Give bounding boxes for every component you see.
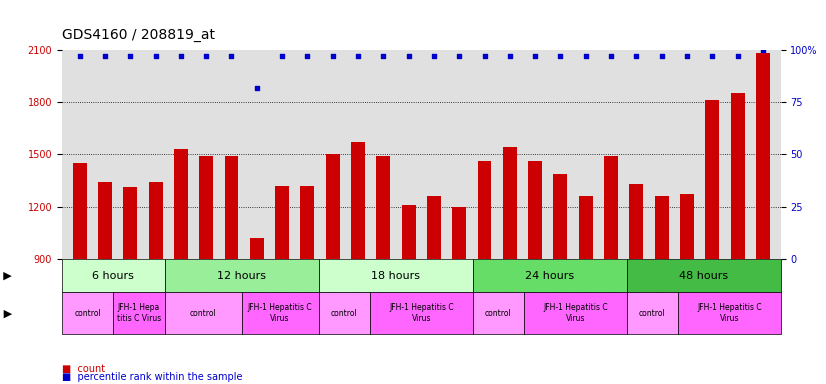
Point (655, 53, 668, 59)
Bar (301, 186, 315, 384)
Text: GDS4160 / 208819_at: GDS4160 / 208819_at (62, 28, 215, 42)
Point (377, 53, 390, 59)
Bar (627, 292, 678, 334)
Text: 18 hours: 18 hours (371, 271, 420, 281)
Bar (98, 182, 112, 384)
Bar (319, 292, 370, 334)
Bar (241, 292, 319, 334)
Bar (629, 184, 643, 384)
Text: 12 hours: 12 hours (217, 271, 266, 281)
Point (276, 53, 289, 59)
Bar (275, 186, 289, 384)
Bar (325, 154, 339, 384)
Point (731, 53, 744, 59)
Bar (705, 100, 719, 384)
Point (351, 53, 364, 59)
Bar (756, 53, 770, 384)
Point (681, 53, 694, 59)
Point (579, 53, 592, 59)
Point (250, 84, 263, 91)
Text: control: control (485, 309, 511, 318)
Text: ■  percentile rank within the sample: ■ percentile rank within the sample (62, 372, 243, 382)
Text: ■  count: ■ count (62, 364, 105, 374)
Text: infection  ▶: infection ▶ (0, 308, 12, 318)
Point (427, 53, 440, 59)
Point (326, 53, 339, 59)
Bar (627, 259, 781, 292)
Point (225, 53, 238, 59)
Bar (453, 207, 466, 384)
Bar (149, 182, 163, 384)
Bar (553, 174, 567, 384)
Point (73, 53, 86, 59)
Text: 24 hours: 24 hours (525, 271, 574, 281)
Point (629, 53, 643, 59)
Point (402, 53, 415, 59)
Point (705, 53, 719, 59)
Bar (370, 292, 472, 334)
Text: 48 hours: 48 hours (679, 271, 729, 281)
Bar (164, 259, 319, 292)
Text: JFH-1 Hepatitis C
Virus: JFH-1 Hepatitis C Virus (389, 303, 453, 323)
Bar (730, 93, 744, 384)
Text: time  ▶: time ▶ (0, 271, 12, 281)
Bar (472, 292, 524, 334)
Bar (225, 156, 239, 384)
Point (478, 53, 491, 59)
Text: control: control (331, 309, 358, 318)
Bar (678, 292, 781, 334)
Point (174, 53, 188, 59)
Bar (319, 259, 472, 292)
Text: JFH-1 Hepatitis C
Virus: JFH-1 Hepatitis C Virus (697, 303, 762, 323)
Point (529, 53, 542, 59)
Bar (604, 156, 618, 384)
Bar (680, 194, 694, 384)
Point (503, 53, 516, 59)
Text: JFH-1 Hepa
titis C Virus: JFH-1 Hepa titis C Virus (116, 303, 161, 323)
Bar (503, 147, 517, 384)
Point (98, 53, 112, 59)
Point (124, 53, 137, 59)
Bar (579, 196, 593, 384)
Bar (351, 142, 365, 384)
Text: control: control (638, 309, 666, 318)
Bar (164, 292, 241, 334)
Text: 6 hours: 6 hours (93, 271, 134, 281)
Bar (113, 292, 164, 334)
Bar (524, 292, 627, 334)
Bar (62, 292, 113, 334)
Bar (655, 196, 668, 384)
Bar (73, 163, 87, 384)
Bar (174, 149, 188, 384)
Bar (472, 259, 627, 292)
Bar (249, 238, 263, 384)
Point (605, 53, 618, 59)
Text: control: control (190, 309, 216, 318)
Text: control: control (74, 309, 101, 318)
Bar (477, 161, 491, 384)
Point (453, 53, 466, 59)
Text: JFH-1 Hepatitis C
Virus: JFH-1 Hepatitis C Virus (543, 303, 608, 323)
Point (301, 53, 314, 59)
Bar (199, 156, 213, 384)
Point (200, 53, 213, 59)
Bar (377, 156, 390, 384)
Bar (427, 196, 441, 384)
Bar (62, 259, 164, 292)
Bar (401, 205, 415, 384)
Bar (528, 161, 542, 384)
Bar (123, 187, 137, 384)
Point (553, 53, 567, 59)
Point (757, 47, 770, 53)
Point (149, 53, 162, 59)
Text: JFH-1 Hepatitis C
Virus: JFH-1 Hepatitis C Virus (248, 303, 312, 323)
